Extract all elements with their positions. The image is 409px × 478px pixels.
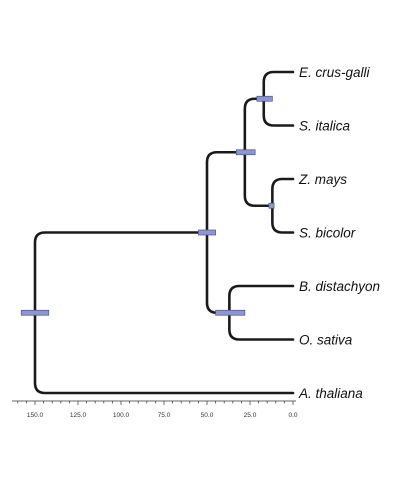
- branches: [33, 70, 295, 395]
- tick-label-125.0: 125.0: [70, 412, 87, 419]
- node-age-ci-bar-n_bop: [215, 309, 246, 316]
- branch-n_andro-to-zma: [271, 177, 295, 208]
- taxon-label-ecg: E. crus-galli: [299, 65, 371, 80]
- branch-n_bop-to-bdi: [228, 284, 295, 315]
- branch-root-to-n_grass: [33, 231, 209, 315]
- tick-label-50.0: 50.0: [201, 412, 214, 419]
- branch-n_grass-to-n_bop: [205, 231, 231, 315]
- branch-root-to-ath: [33, 311, 295, 395]
- taxon-label-sbi: S. bicolor: [299, 226, 356, 241]
- branch-n_panicoid-to-n_andro: [243, 150, 274, 208]
- taxon-label-sit: S. italica: [299, 119, 351, 134]
- node-age-ci-bar-root: [20, 309, 50, 316]
- confidence-interval-bars: [20, 95, 275, 316]
- time-axis-tick-labels: 150.0 125.0 100.0 75.0 50.0 25.0 0.0: [27, 412, 298, 419]
- branch-n_setaria-to-ecg: [262, 70, 295, 101]
- taxon-label-osa: O. sativa: [299, 333, 353, 348]
- time-axis: 150.0 125.0 100.0 75.0 50.0 25.0 0.0: [12, 400, 298, 419]
- branch-n_panicoid-to-n_setaria: [243, 97, 266, 154]
- taxon-label-zma: Z. mays: [298, 172, 347, 187]
- tick-label-150.0: 150.0: [27, 412, 44, 419]
- node-age-ci-bar-n_andro: [268, 202, 275, 209]
- branch-n_bop-to-osa: [228, 311, 295, 341]
- tick-label-75.0: 75.0: [158, 412, 171, 419]
- node-age-ci-bar-n_panicoid: [235, 149, 256, 156]
- branch-n_grass-to-n_panicoid: [205, 150, 247, 234]
- taxon-labels: E. crus-galli S. italica Z. mays S. bicolor…: [298, 65, 380, 401]
- branch-n_andro-to-sbi: [271, 204, 295, 234]
- tick-label-100.0: 100.0: [113, 412, 130, 419]
- tick-label-25.0: 25.0: [244, 412, 257, 419]
- tick-label-0.0: 0.0: [288, 412, 297, 419]
- node-age-ci-bar-n_setaria: [256, 95, 273, 102]
- node-age-ci-bar-n_grass: [198, 229, 216, 236]
- taxon-label-ath: A. thaliana: [298, 386, 363, 401]
- time-axis-ticks: [17, 401, 294, 405]
- branch-n_setaria-to-sit: [262, 97, 295, 127]
- taxon-label-bdi: B. distachyon: [299, 279, 380, 294]
